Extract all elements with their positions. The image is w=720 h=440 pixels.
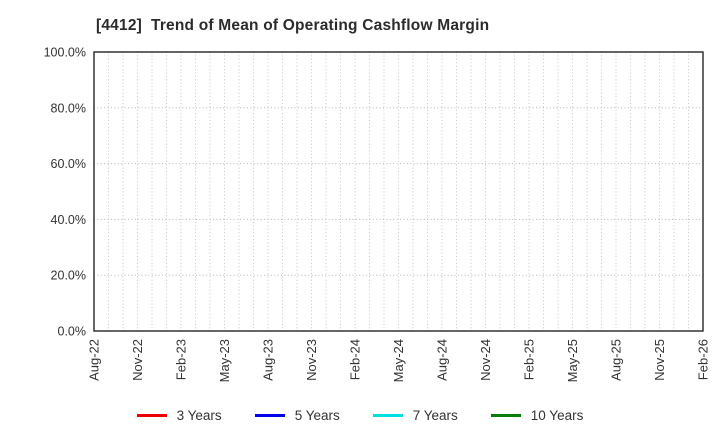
- svg-text:Aug-25: Aug-25: [609, 339, 624, 381]
- svg-text:80.0%: 80.0%: [51, 101, 86, 115]
- svg-text:Nov-24: Nov-24: [478, 339, 493, 381]
- legend-item-5-years: 5 Years: [254, 407, 340, 423]
- legend-line-3-years: [136, 413, 167, 417]
- svg-text:Aug-22: Aug-22: [87, 339, 102, 381]
- svg-text:May-25: May-25: [565, 339, 580, 382]
- legend-item-7-years: 7 Years: [372, 407, 458, 423]
- chart-legend: 3 Years 5 Years 7 Years 10 Years: [0, 404, 720, 426]
- svg-text:Nov-25: Nov-25: [652, 339, 667, 381]
- svg-text:Nov-22: Nov-22: [130, 339, 145, 381]
- legend-item-10-years: 10 Years: [490, 407, 584, 423]
- svg-text:Feb-26: Feb-26: [696, 339, 711, 380]
- svg-text:Nov-23: Nov-23: [304, 339, 319, 381]
- svg-text:60.0%: 60.0%: [51, 157, 86, 171]
- svg-text:Feb-23: Feb-23: [174, 339, 189, 380]
- svg-text:Feb-24: Feb-24: [348, 339, 363, 380]
- svg-text:100.0%: 100.0%: [44, 46, 86, 60]
- chart-title: [4412] Trend of Mean of Operating Cashfl…: [96, 17, 490, 34]
- svg-text:May-24: May-24: [391, 339, 406, 382]
- legend-item-3-years: 3 Years: [136, 407, 222, 423]
- svg-text:0.0%: 0.0%: [58, 325, 87, 339]
- svg-text:Aug-24: Aug-24: [435, 339, 450, 381]
- svg-text:May-23: May-23: [217, 339, 232, 382]
- legend-label-3-years: 3 Years: [176, 407, 222, 423]
- legend-label-5-years: 5 Years: [294, 407, 340, 423]
- svg-text:40.0%: 40.0%: [51, 213, 86, 227]
- legend-line-10-years: [490, 413, 521, 417]
- legend-label-7-years: 7 Years: [412, 407, 458, 423]
- legend-line-7-years: [372, 413, 403, 417]
- legend-label-10-years: 10 Years: [530, 407, 584, 423]
- svg-text:Feb-25: Feb-25: [522, 339, 537, 380]
- svg-text:20.0%: 20.0%: [51, 269, 86, 283]
- legend-line-5-years: [254, 413, 285, 417]
- svg-text:Aug-23: Aug-23: [261, 339, 276, 381]
